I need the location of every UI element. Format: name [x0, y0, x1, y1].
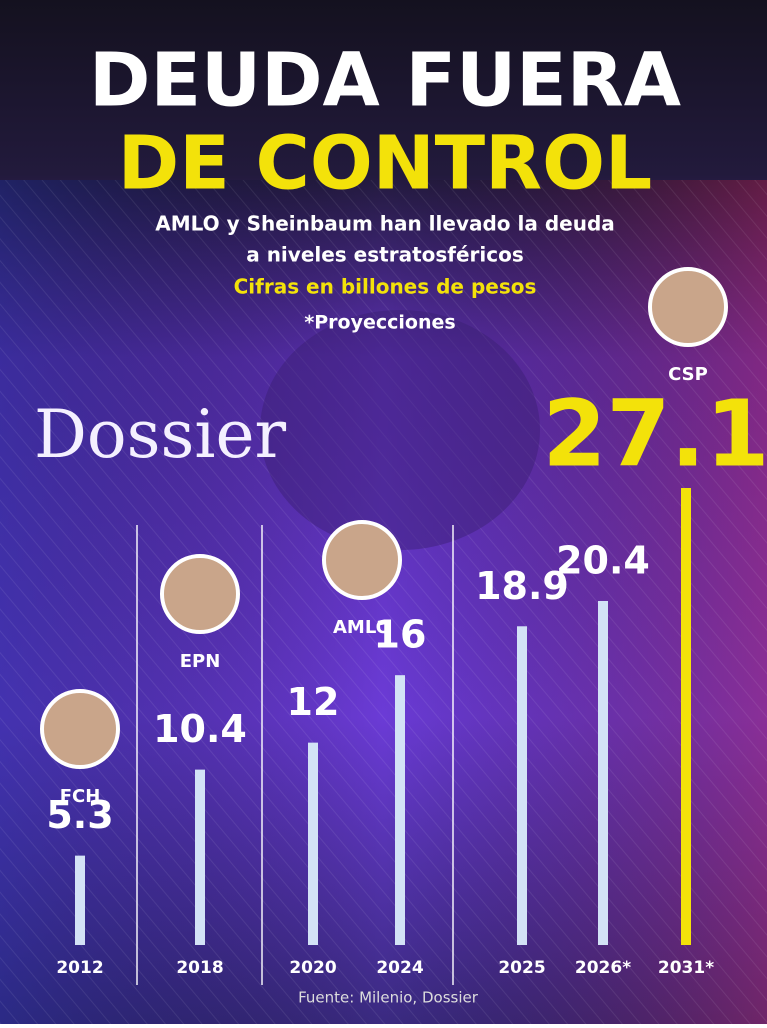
value-label: 10.4: [153, 707, 247, 751]
x-tick-label: 2018: [176, 958, 223, 978]
x-tick-label: 2012: [56, 958, 103, 978]
x-tick-label: 2020: [289, 958, 336, 978]
note: Cifras en billones de pesos: [234, 275, 537, 299]
bar: [308, 743, 318, 945]
bar: [195, 770, 205, 945]
bar: [517, 626, 527, 945]
value-label: 5.3: [46, 793, 113, 837]
portrait: [162, 556, 238, 632]
portrait: [42, 691, 118, 767]
logo: Dossier: [34, 396, 287, 473]
projection-note: *Proyecciones: [304, 312, 455, 334]
bar: [75, 856, 85, 945]
value-label: 18.9: [475, 564, 569, 608]
value-label: 16: [374, 613, 427, 657]
value-label: 20.4: [556, 538, 650, 582]
source: Fuente: Milenio, Dossier: [298, 989, 479, 1007]
emblem: [260, 310, 540, 550]
x-tick-label: 2024: [376, 958, 423, 978]
title: DEUDA FUERA: [89, 38, 681, 124]
portrait: [650, 269, 726, 345]
title: DE CONTROL: [118, 121, 652, 207]
x-tick-label: 2026*: [575, 958, 631, 978]
bar: [681, 488, 691, 945]
bar: [598, 601, 608, 945]
x-tick-label: 2025: [498, 958, 545, 978]
portrait: [324, 522, 400, 598]
subtitle: AMLO y Sheinbaum han llevado la deuda: [155, 212, 615, 236]
value-label: 12: [287, 680, 340, 724]
subtitle: a niveles estratosféricos: [246, 243, 524, 267]
value-label: 27.1: [543, 380, 767, 487]
bar: [395, 675, 405, 945]
president-label: EPN: [180, 651, 221, 672]
x-tick-label: 2031*: [658, 958, 714, 978]
